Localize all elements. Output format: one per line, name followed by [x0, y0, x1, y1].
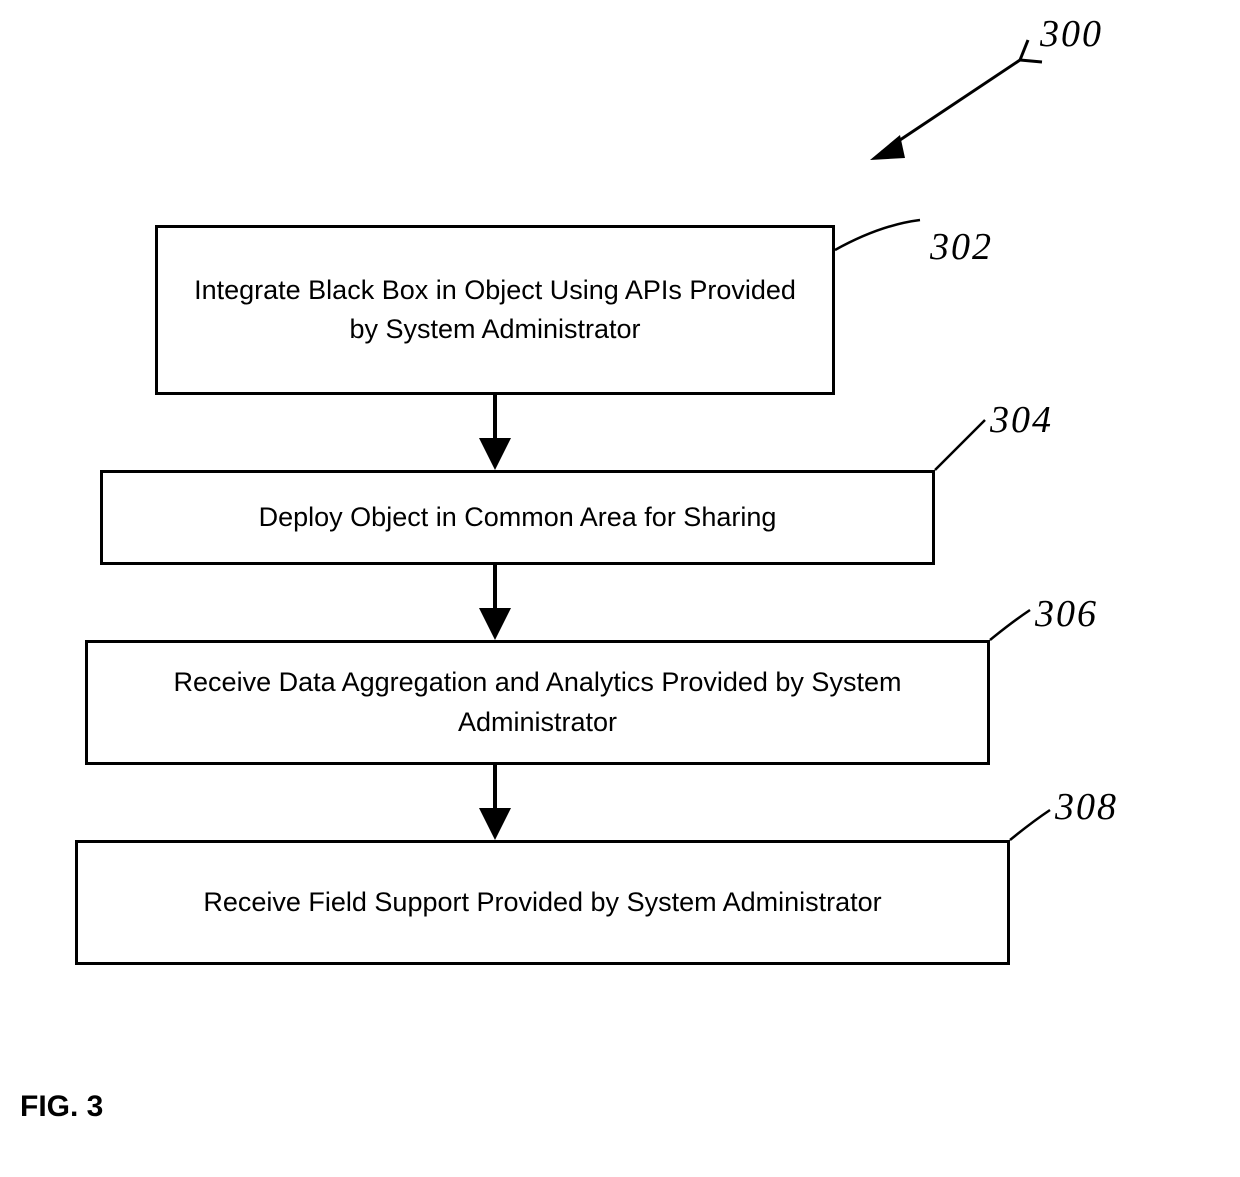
- step-text-308: Receive Field Support Provided by System…: [203, 883, 881, 922]
- ref-label-306: 306: [1035, 592, 1098, 636]
- leader-306: [990, 610, 1030, 640]
- step-text-306: Receive Data Aggregation and Analytics P…: [108, 663, 967, 741]
- step-box-304: Deploy Object in Common Area for Sharing: [100, 470, 935, 565]
- figure-label: FIG. 3: [20, 1090, 103, 1124]
- step-box-308: Receive Field Support Provided by System…: [75, 840, 1010, 965]
- ref-label-302: 302: [930, 225, 993, 269]
- step-text-302: Integrate Black Box in Object Using APIs…: [178, 271, 812, 349]
- step-box-302: Integrate Black Box in Object Using APIs…: [155, 225, 835, 395]
- ref-label-300: 300: [1040, 12, 1103, 56]
- leader-304: [935, 420, 985, 470]
- arrows-overlay: [0, 0, 1240, 1177]
- title-pointer-arrow: [870, 40, 1042, 160]
- leader-302: [835, 220, 920, 250]
- ref-label-304: 304: [990, 398, 1053, 442]
- leader-308: [1010, 810, 1050, 840]
- step-box-306: Receive Data Aggregation and Analytics P…: [85, 640, 990, 765]
- step-text-304: Deploy Object in Common Area for Sharing: [259, 498, 777, 537]
- flowchart-canvas: Integrate Black Box in Object Using APIs…: [0, 0, 1240, 1177]
- ref-label-308: 308: [1055, 785, 1118, 829]
